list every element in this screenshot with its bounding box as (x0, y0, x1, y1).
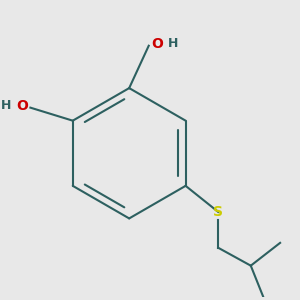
Text: H: H (168, 37, 178, 50)
Text: O: O (16, 99, 28, 113)
Text: S: S (213, 205, 223, 219)
Text: O: O (151, 37, 163, 51)
Text: H: H (1, 98, 11, 112)
